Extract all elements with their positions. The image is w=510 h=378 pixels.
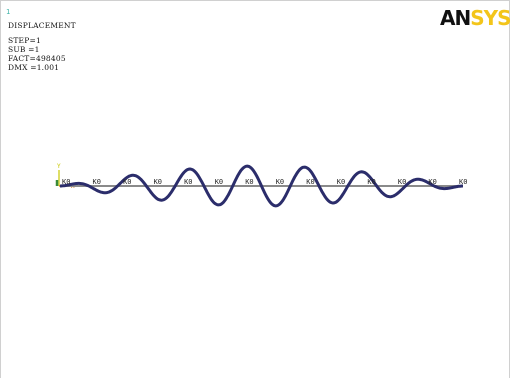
dmx-label: DMX =1.001 [8, 63, 60, 72]
viewport-border-left [0, 0, 1, 378]
viewport-border-top [0, 0, 510, 1]
keypoint-label: K0 [337, 178, 345, 186]
keypoint-label: K0 [93, 178, 101, 186]
keypoint-label: K0 [459, 178, 467, 186]
keypoint-label: K0 [123, 178, 131, 186]
ansys-logo: ANSYS [440, 6, 510, 30]
deformed-shape [59, 164, 464, 208]
keypoint-label: K0 [184, 178, 192, 186]
step-label: STEP=1 [8, 36, 41, 45]
keypoint-label: K0 [398, 178, 406, 186]
keypoint-labels: K0 K0 K0 K0 K0 K0 K0 K0 K0 K0 K0 K0 K0 K0 [62, 178, 467, 186]
window-number: 1 [6, 8, 11, 16]
plot-title: DISPLACEMENT [8, 21, 76, 30]
logo-an: AN [440, 6, 471, 30]
y-axis-label: Y [57, 163, 61, 170]
keypoint-label: K0 [306, 178, 314, 186]
keypoint-label: K0 [154, 178, 162, 186]
keypoint-label: K0 [428, 178, 436, 186]
fact-label: FACT=498405 [8, 54, 66, 63]
keypoint-label: K0 [276, 178, 284, 186]
keypoint-label: K0 [62, 178, 70, 186]
keypoint-label: K0 [215, 178, 223, 186]
logo-sys: SYS [470, 6, 510, 30]
keypoint-label: K0 [245, 178, 253, 186]
sub-label: SUB =1 [8, 45, 40, 54]
keypoint-label: K0 [367, 178, 375, 186]
